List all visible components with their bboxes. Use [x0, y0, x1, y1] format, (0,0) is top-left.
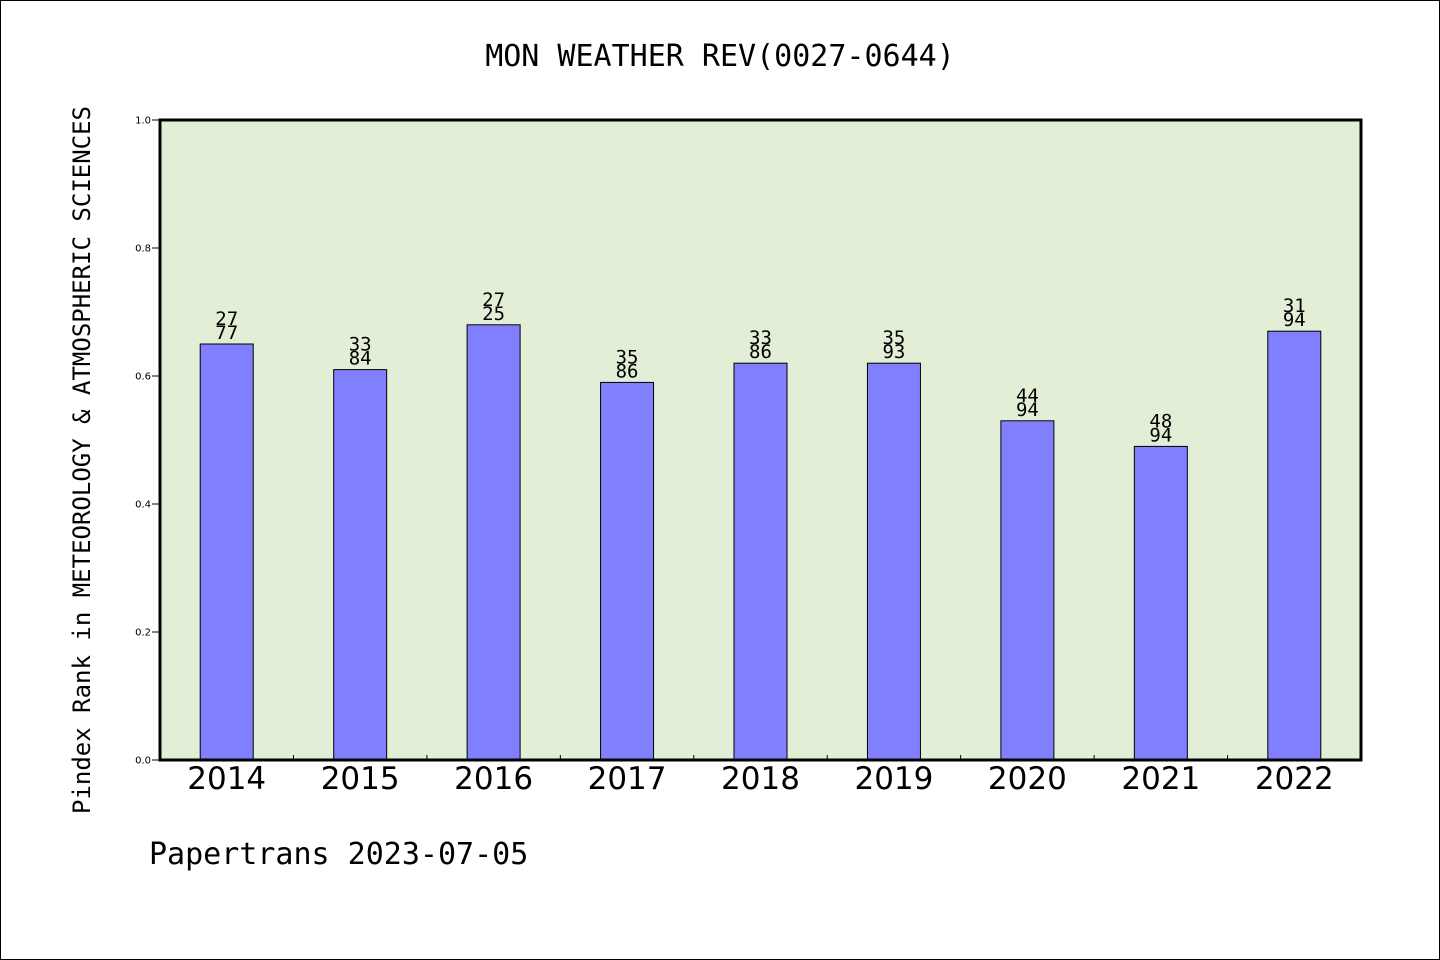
- y-tick-label: 0.8: [135, 244, 151, 255]
- y-tick-label: 1.0: [135, 116, 151, 127]
- bar: [866, 362, 921, 761]
- bar-label-top: 33: [349, 334, 372, 356]
- bar-label-bottom: 84: [349, 348, 372, 370]
- bar-label-top: 31: [1283, 295, 1306, 317]
- bar: [1133, 445, 1188, 761]
- bar: [733, 362, 788, 761]
- bars: [199, 324, 1322, 761]
- bar-label-bottom: 77: [215, 322, 238, 344]
- bar: [333, 369, 388, 761]
- y-axis-label: Pindex Rank in METEOROLOGY & ATMOSPHERIC…: [68, 106, 96, 814]
- y-tick-label: 0.2: [135, 628, 151, 639]
- chart-title: MON WEATHER REV(0027-0644): [485, 39, 955, 74]
- bar-label-bottom: 86: [616, 360, 639, 382]
- bar-label-top: 35: [616, 346, 639, 368]
- x-axis-labels: 2014 2015 2016 2017 2018 2019 2020 2021 2022: [187, 761, 1333, 797]
- x-tick-label: 2019: [854, 761, 933, 797]
- bar-label-top: 48: [1149, 410, 1172, 432]
- footer-credit: Papertrans 2023-07-05: [149, 837, 528, 872]
- bar-label-bottom: 25: [482, 303, 505, 325]
- bar-label-bottom: 94: [1149, 424, 1172, 446]
- x-tick-label: 2020: [988, 761, 1067, 797]
- bar: [1000, 420, 1055, 761]
- bar-label-bottom: 93: [882, 341, 905, 363]
- bar-label-top: 44: [1016, 385, 1039, 407]
- bar: [466, 324, 521, 761]
- y-tick-label: 0.6: [135, 372, 151, 383]
- bar: [199, 343, 254, 761]
- x-tick-label: 2015: [321, 761, 400, 797]
- x-tick-label: 2021: [1121, 761, 1200, 797]
- x-tick-label: 2016: [454, 761, 533, 797]
- bar-label-bottom: 86: [749, 341, 772, 363]
- y-tick-label: 0.0: [135, 756, 151, 767]
- plot-border: [158, 118, 1363, 762]
- bar-label-top: 35: [882, 327, 905, 349]
- bar: [1267, 330, 1322, 761]
- bar-label-top: 33: [749, 327, 772, 349]
- bar-label-bottom: 94: [1016, 399, 1039, 421]
- x-tick-label: 2017: [588, 761, 667, 797]
- bar: [600, 381, 655, 761]
- x-tick-label: 2022: [1255, 761, 1334, 797]
- x-tick-label: 2018: [721, 761, 800, 797]
- bar-label-bottom: 94: [1283, 309, 1306, 331]
- bar-label-top: 27: [215, 308, 238, 330]
- y-tick-label: 0.4: [135, 500, 151, 511]
- x-tick-label: 2014: [187, 761, 266, 797]
- bar-label-top: 27: [482, 289, 505, 311]
